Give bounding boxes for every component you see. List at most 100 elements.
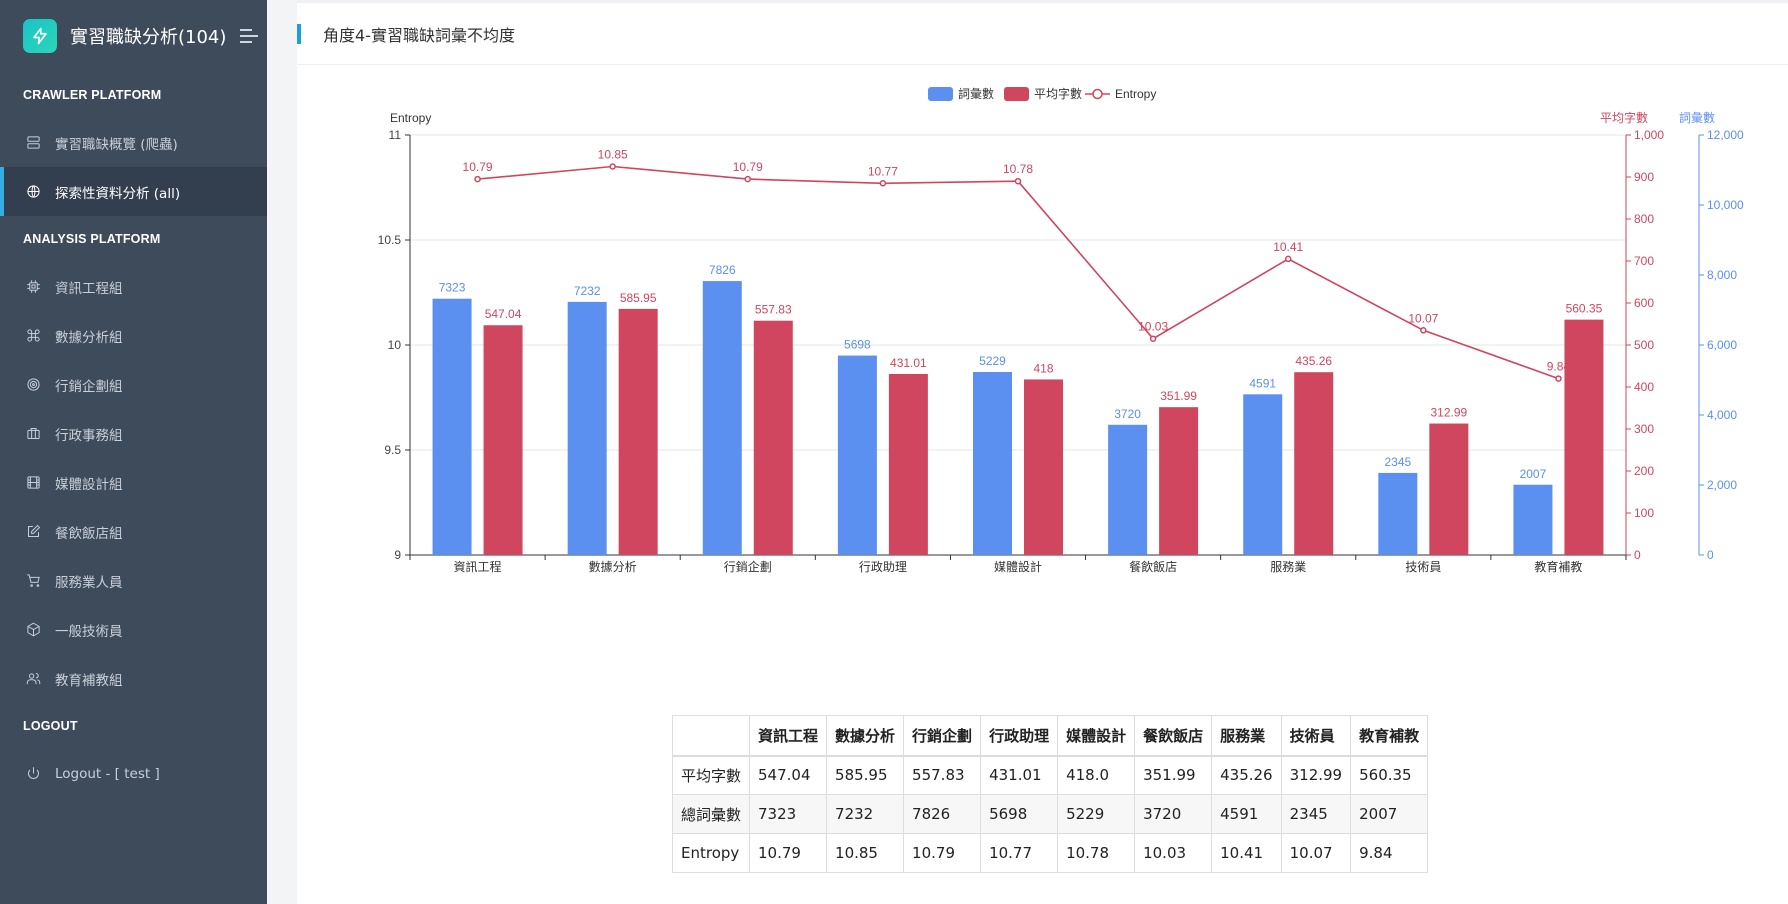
entropy-label: 10.77 xyxy=(868,164,898,178)
bar-label-vocab-count: 7323 xyxy=(439,281,466,295)
table-row: 總詞彙數 7323 7232 7826 5698 5229 3720 4591 2345 2007 xyxy=(671,794,1429,834)
right-inner-axis-tick-label: 500 xyxy=(1634,338,1654,352)
table-row-label: 總詞彙數 xyxy=(671,794,751,834)
table-cell: 10.41 xyxy=(1211,833,1282,873)
x-axis-tick-label: 餐飲飯店 xyxy=(1129,559,1177,574)
sidebar-item-education[interactable]: 教育補教組 xyxy=(0,654,267,703)
table-cell: 418.0 xyxy=(1057,755,1136,795)
table-row: 平均字數 547.04 585.95 557.83 431.01 418.0 351.99 4… xyxy=(671,755,1429,795)
table-cell: 9.84 xyxy=(1350,833,1429,873)
right-outer-axis-tick-label: 10,000 xyxy=(1707,198,1744,212)
bar-avg-word-count xyxy=(888,373,928,555)
table-cell: 7826 xyxy=(903,794,982,834)
bar-label-avg-word-count: 585.95 xyxy=(620,291,657,305)
bar-label-avg-word-count: 560.35 xyxy=(1566,302,1603,316)
table-cell: 10.07 xyxy=(1280,833,1352,873)
app-title[interactable]: 實習職缺分析(104) xyxy=(70,27,227,48)
right-outer-axis-tick-label: 8,000 xyxy=(1707,268,1737,282)
content-gutter xyxy=(267,0,297,904)
table-cell: 312.99 xyxy=(1280,755,1352,795)
entropy-label: 10.79 xyxy=(733,160,763,174)
x-axis-tick-label: 服務業 xyxy=(1270,560,1306,574)
table-header-cell: 服務業 xyxy=(1211,715,1282,757)
sidebar-item-label: 資訊工程組 xyxy=(55,280,123,297)
x-axis-tick-label: 技術員 xyxy=(1405,560,1441,574)
left-axis-tick-label: 11 xyxy=(389,128,402,142)
entropy-point xyxy=(1149,335,1157,342)
right-inner-axis-tick-label: 700 xyxy=(1634,254,1654,268)
main-content: 角度4-實習職缺詞彙不均度 9 9.5 10 10.5 11 Entropy 0 100 200… xyxy=(297,0,1788,904)
table-cell: 351.99 xyxy=(1134,755,1213,795)
table-header-cell: 教育補教 xyxy=(1350,715,1429,757)
bar-avg-word-count xyxy=(1159,407,1199,555)
legend-swatch-avg-word-count xyxy=(1004,87,1029,101)
entropy-label: 10.78 xyxy=(1003,162,1033,176)
table-row: Entropy 10.79 10.85 10.79 10.77 10.78 10.03 10.… xyxy=(671,833,1429,873)
bar-label-vocab-count: 7232 xyxy=(574,284,601,298)
bar-label-vocab-count: 2345 xyxy=(1384,455,1411,469)
bar-vocab-count xyxy=(702,281,742,555)
sidebar-item-data-analysis[interactable]: 數據分析組 xyxy=(0,311,267,360)
chart-container: 9 9.5 10 10.5 11 Entropy 0 100 200 300 400 500 600 70… xyxy=(297,65,1788,685)
table-header-cell: 資訊工程 xyxy=(749,715,828,757)
summary-table: 資訊工程 數據分析 行銷企劃 行政助理 媒體設計 餐飲飯店 服務業 技術員 教育補教 平均字數 5… xyxy=(671,715,1429,873)
left-axis-tick-label: 9.5 xyxy=(384,443,401,457)
sidebar-item-marketing[interactable]: 行銷企劃組 xyxy=(0,360,267,409)
entropy-point xyxy=(879,180,887,187)
logout-label: Logout - [ test ] xyxy=(55,765,160,782)
command-icon xyxy=(25,328,41,344)
sidebar-item-info-eng[interactable]: 資訊工程組 xyxy=(0,262,267,311)
table-cell: 585.95 xyxy=(826,755,905,795)
bar-vocab-count xyxy=(1243,394,1283,555)
card-header: 角度4-實習職缺詞彙不均度 xyxy=(297,3,1788,65)
combo-chart: 9 9.5 10 10.5 11 Entropy 0 100 200 300 400 500 600 70… xyxy=(378,86,1744,574)
x-axis-tick-label: 教育補教 xyxy=(1534,559,1582,574)
x-axis-tick-label: 行政助理 xyxy=(859,560,907,574)
sidebar-item-media-design[interactable]: 媒體設計組 xyxy=(0,458,267,507)
sidebar-item-catering[interactable]: 餐飲飯店組 xyxy=(0,507,267,556)
bar-label-vocab-count: 4591 xyxy=(1249,376,1276,390)
logout-button[interactable]: Logout - [ test ] xyxy=(0,749,267,798)
bar-label-vocab-count: 5698 xyxy=(844,338,871,352)
table-cell: 435.26 xyxy=(1211,755,1282,795)
sidebar-item-eda-all[interactable]: 探索性資料分析 (all) xyxy=(0,167,267,216)
right-outer-axis-tick-label: 4,000 xyxy=(1707,408,1737,422)
x-axis-tick-label: 資訊工程 xyxy=(454,559,502,574)
table-header-cell: 餐飲飯店 xyxy=(1134,715,1213,757)
table-row-label: 平均字數 xyxy=(671,755,751,795)
table-header-cell xyxy=(671,715,751,757)
sidebar-item-admin[interactable]: 行政事務組 xyxy=(0,409,267,458)
legend-label-avg-word-count: 平均字數 xyxy=(1034,86,1082,101)
table-header-cell: 行政助理 xyxy=(980,715,1059,757)
x-axis-tick-label: 行銷企劃 xyxy=(724,559,772,574)
sidebar-item-label: 探索性資料分析 (all) xyxy=(55,185,181,202)
left-axis-tick-label: 10 xyxy=(388,338,402,352)
table-header-cell: 技術員 xyxy=(1280,715,1352,757)
right-outer-axis-tick-label: 12,000 xyxy=(1707,128,1744,142)
bar-avg-word-count xyxy=(1294,372,1334,555)
briefcase-icon xyxy=(25,426,41,442)
cart-icon xyxy=(25,573,41,589)
sidebar-item-service[interactable]: 服務業人員 xyxy=(0,556,267,605)
table-row-label: Entropy xyxy=(671,833,751,873)
bar-label-avg-word-count: 312.99 xyxy=(1430,406,1467,420)
hamburger-icon[interactable] xyxy=(240,29,260,43)
sidebar-item-job-overview[interactable]: 實習職缺概覽 (爬蟲) xyxy=(0,118,267,167)
table-body: 平均字數 547.04 585.95 557.83 431.01 418.0 351.99 4… xyxy=(671,755,1429,873)
left-axis-title: Entropy xyxy=(390,111,431,125)
sidebar-item-label: 餐飲飯店組 xyxy=(55,525,123,542)
legend-marker-entropy xyxy=(1092,88,1103,100)
section-title-analysis: ANALYSIS PLATFORM xyxy=(23,232,161,246)
bar-label-avg-word-count: 351.99 xyxy=(1160,389,1197,403)
globe-icon xyxy=(25,184,41,200)
table-cell: 3720 xyxy=(1134,794,1213,834)
bar-label-avg-word-count: 557.83 xyxy=(755,303,792,317)
table-cell: 557.83 xyxy=(903,755,982,795)
entropy-point xyxy=(1555,375,1562,382)
top-divider xyxy=(297,0,1788,3)
bolt-icon[interactable] xyxy=(23,19,57,53)
sidebar-item-technician[interactable]: 一般技術員 xyxy=(0,605,267,654)
bar-label-vocab-count: 3720 xyxy=(1114,407,1141,421)
table-header-row: 資訊工程 數據分析 行銷企劃 行政助理 媒體設計 餐飲飯店 服務業 技術員 教育補教 xyxy=(671,715,1429,757)
table-cell: 5229 xyxy=(1057,794,1136,834)
